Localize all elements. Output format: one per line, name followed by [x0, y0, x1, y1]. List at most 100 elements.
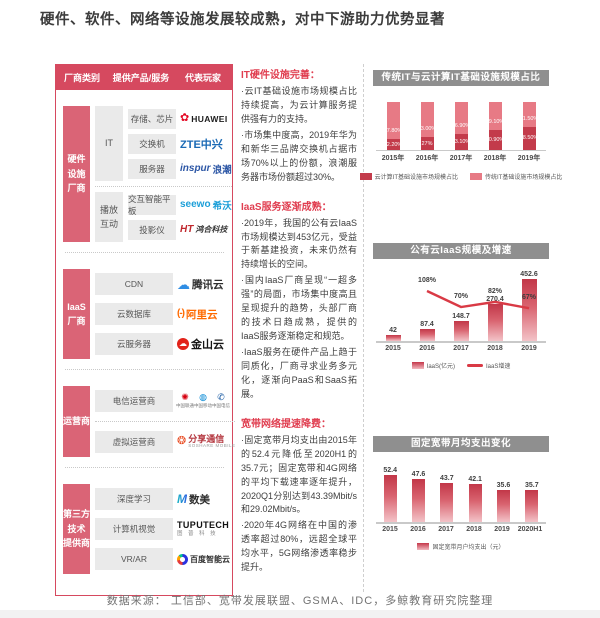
- bottom-strip: [0, 610, 600, 618]
- product-cell: 交互智能平板: [128, 194, 176, 216]
- bar-column: 35.6: [489, 482, 517, 522]
- legend-item: IaaS增速: [467, 361, 510, 370]
- bar-value-label: 35.7: [524, 481, 539, 489]
- growth-line-swatch: [467, 364, 483, 367]
- table-row: 虚拟运营商 ❂ 分享通信 SOSHARE MOBILE: [95, 431, 235, 453]
- x-axis-label: 2016: [410, 526, 426, 533]
- inspur-cn-wordmark: 浪潮: [212, 164, 232, 176]
- bar-column: 270.4: [478, 296, 512, 341]
- bar: [487, 303, 503, 341]
- bar-value-label: 452.6: [520, 271, 538, 278]
- bar-column: 43.7: [433, 475, 461, 522]
- x-axis: 2015年 2016年 2017年 2018年 2019年: [376, 150, 546, 163]
- x-axis-label: 2017: [438, 526, 454, 533]
- bar-column: 77.80% 22.20%: [376, 102, 410, 150]
- bar: [411, 479, 425, 522]
- bracket-dash-icon: (-): [177, 308, 185, 319]
- note-bullet: ·国内IaaS厂商呈现“一超多强”的局面，市场集中度高且呈现提升的趋势，头部厂商…: [241, 275, 357, 342]
- legend-label: 云计算IT基础设施市场规模占比: [374, 175, 458, 181]
- x-axis-label: 2019: [494, 526, 510, 533]
- table-row: 云服务器 ☁ 金山云: [95, 333, 226, 355]
- product-cell: 云数据库: [95, 303, 173, 325]
- vendor-group: IaaS 厂商 CDN ☁ 腾讯云 云数据库 (-) 阿里云 云服务器 ☁ 金山云: [63, 269, 226, 359]
- inspur-wordmark: inspur: [180, 163, 211, 174]
- stacked-bar: 51.50% 48.50%: [520, 102, 538, 150]
- legend-item: IaaS(亿元): [411, 361, 455, 370]
- table-row: 交互智能平板 seewo 希沃: [128, 194, 232, 216]
- bar: [419, 329, 435, 341]
- product-cell: CDN: [95, 273, 173, 295]
- stacked-bar-plot: 77.80% 22.20% 73.00% 27% 66.90% 33.10% 59.10% 4…: [376, 102, 546, 150]
- growth-label: 67%: [521, 294, 536, 302]
- vertical-dashed-divider: [363, 64, 364, 592]
- mobile-icon: ◍: [199, 392, 207, 402]
- tuputech-subtext: 图 普 科 技: [177, 530, 218, 537]
- x-axis: 2015 2016 2017 2018 2019: [376, 342, 546, 352]
- bar-value-label: 42.1: [468, 476, 482, 484]
- segment-label: 59.10%: [485, 119, 505, 126]
- bar-value-label: 42: [389, 327, 397, 335]
- group-divider: [65, 369, 224, 370]
- table-header-1: 提供产品/服务: [112, 73, 170, 83]
- chart-broadband-spend: 固定宽带月均支出变化 52.4 47.6 43.7 42.1 35.6 35.7 2015 20…: [373, 436, 549, 551]
- bar-column: 66.90% 33.10%: [444, 102, 478, 150]
- table-row: 深度学习 M 数美: [95, 488, 230, 510]
- bar-column: 452.6: [512, 271, 546, 341]
- bar: [525, 489, 539, 522]
- x-axis-label: 2019年: [517, 155, 541, 162]
- vendor-group: 硬件 设施 厂商 IT 存储、芯片 ✿ HUAWEI 交换机 ZTE中兴 服务器 inspur 浪…: [63, 106, 232, 242]
- chart-title: 传统IT与云计算IT基础设施规模占比: [373, 70, 549, 86]
- charts-column: 传统IT与云计算IT基础设施规模占比 77.80% 22.20% 73.00% 27% 6…: [359, 64, 562, 551]
- chart-legend: 云计算IT基础设施市场规模占比 传统IT基础设施市场规模占比: [359, 172, 562, 181]
- vendor-group: 第三方 技术 提供商 深度学习 M 数美 计算机视觉 TUPUTECH 图 普 科 技 VR/…: [63, 484, 230, 574]
- vendor-block: 深度学习 M 数美 计算机视觉 TUPUTECH 图 普 科 技 VR/AR 百度智能云: [95, 484, 230, 574]
- huawei-wordmark: HUAWEI: [191, 113, 228, 124]
- legend-item: 固定宽带月户均支出（元）: [417, 542, 505, 551]
- x-axis-label: 2015: [382, 526, 398, 533]
- bar-value-label: 52.4: [383, 467, 397, 474]
- category-cell: IaaS 厂商: [63, 269, 90, 359]
- flower-icon: ✿: [180, 112, 190, 124]
- bar-value-label: 35.6: [496, 482, 511, 490]
- tencent-logo: ☁ 腾讯云: [177, 277, 226, 292]
- vendor-block: IT 存储、芯片 ✿ HUAWEI 交换机 ZTE中兴 服务器 inspur 浪潮: [95, 106, 232, 181]
- x-axis-label: 2016: [419, 345, 435, 352]
- vendor-block: 播放 互动 交互智能平板 seewo 希沃 投影仪 HT 鸿合科技: [95, 192, 232, 242]
- vendor-block: 虚拟运营商 ❂ 分享通信 SOSHARE MOBILE: [95, 427, 235, 457]
- segment-label: 40.90%: [485, 137, 505, 144]
- x-axis-label: 2019: [521, 345, 537, 352]
- traditional-segment: 73.00%: [418, 102, 436, 138]
- spend-bar-swatch: [417, 543, 430, 550]
- traditional-segment: 59.10%: [485, 102, 505, 131]
- shumei-logo: M 数美: [177, 492, 230, 507]
- bar-column: 35.7: [518, 482, 546, 522]
- data-source-line: 数据来源： 工信部、宽带发展联盟、GSMA、IDC，多鲸教育研究院整理: [106, 595, 494, 607]
- bar-value-label: 43.7: [440, 474, 454, 482]
- bar-value-label: 87.4: [420, 321, 434, 329]
- huawei-logo: ✿ HUAWEI: [180, 113, 232, 124]
- segment-label: 66.90%: [451, 123, 471, 130]
- ht-stripes-icon: HT: [180, 223, 194, 235]
- legend-item: 传统IT基础设施市场规模占比: [470, 172, 562, 181]
- product-cell: 虚拟运营商: [95, 431, 173, 453]
- note-heading: IT硬件设施完善：: [241, 70, 320, 81]
- x-axis: 2015 2016 2017 2018 2019 2020H1: [376, 523, 546, 533]
- bar-value-label: 270.4: [486, 295, 504, 303]
- table-row: 计算机视觉 TUPUTECH 图 普 科 技: [95, 518, 230, 540]
- note-bullet: ·2019年，我国的公有云IaaS市场规模达到453亿元，受益于新基建投资，未来…: [241, 217, 357, 270]
- vendor-block: 电信运营商 ✺ 中国联通 ◍ 中国移动 ✆ 中国电信: [95, 386, 235, 416]
- chart-title: 公有云IaaS规模及增速: [373, 243, 549, 259]
- cloud-segment: 27%: [420, 137, 434, 150]
- note-bullet: ·市场集中度高，2019年华为和新华三品牌交换机占据市场70%以上的份额，浪潮服…: [241, 129, 357, 182]
- segment-label: 77.80%: [383, 128, 403, 135]
- legend-label: 固定宽带月户均支出（元）: [432, 545, 505, 551]
- cloud-circle-icon: ☁: [177, 338, 189, 350]
- honghe-logo: HT 鸿合科技: [180, 224, 232, 235]
- note-bullet: ·IaaS服务在硬件产品上趋于同质化，厂商寻求业务多元化，逐渐向PaaS和Saa…: [241, 347, 357, 399]
- bar: [385, 335, 401, 341]
- cloud-icon: ☁: [177, 276, 190, 292]
- telecom-logo-1: ◍ 中国移动: [194, 392, 212, 409]
- bar-plot: 52.4 47.6 43.7 42.1 35.6 35.7: [376, 462, 546, 523]
- content-area: 厂商类别 提供产品/服务 代表玩家 硬件 设施 厂商 IT 存储、芯片 ✿ HUAWEI 交换…: [55, 64, 595, 596]
- subcategory-cell: IT: [95, 106, 123, 181]
